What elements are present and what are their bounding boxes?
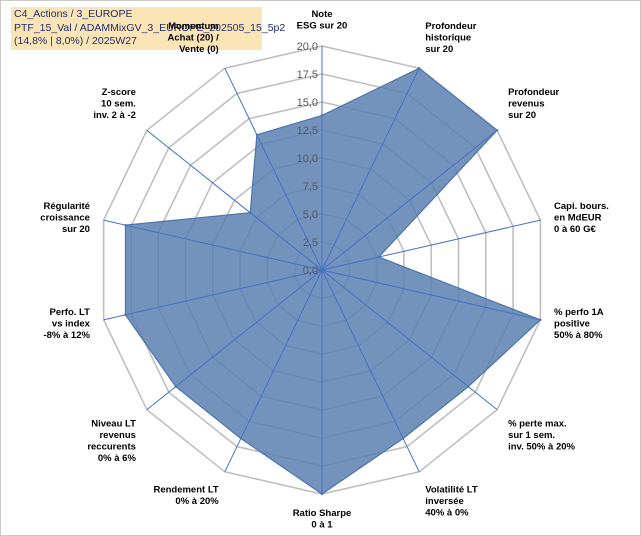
axis-label-line: inversée — [425, 496, 464, 507]
axis-label-line: Rendement LT — [153, 484, 218, 495]
tick-label: 17,5 — [297, 69, 318, 81]
axis-label-line: sur 20 — [508, 110, 536, 121]
data-point — [467, 385, 470, 388]
axis-label: Capi. bours. en MdEUR 0 à 60 G€ — [554, 201, 609, 235]
title-line-2: PTF_15_Val / ADAMMixGV_3_EUROPE_202505_1… — [14, 21, 286, 34]
axis-label-line: 10 sem. — [101, 99, 136, 110]
axis-label-line: inv. 50% à 20% — [508, 441, 575, 452]
axis-label-line: revenus — [99, 430, 135, 441]
axis-label-line: 40% à 0% — [425, 507, 469, 518]
axis-label: Z-score 10 sem. inv. 2 à -2 — [93, 87, 136, 121]
data-point — [124, 313, 127, 317]
tick-label: 5,0 — [303, 209, 318, 221]
data-point — [495, 129, 499, 132]
axis-label-line: 0% à 6% — [98, 453, 137, 464]
axis-label-line: Achat (20) / — [168, 33, 220, 44]
axis-spoke — [103, 219, 323, 271]
axis-label-line: Perfo. LT — [49, 307, 90, 318]
axis-label-line: revenus — [508, 99, 544, 110]
axis-label: Volatilité LT inversée 40% à 0% — [425, 484, 478, 518]
tick-label: 7,5 — [303, 181, 318, 193]
data-point — [124, 223, 127, 227]
axis-label: % perfo 1A positive 50% à 80% — [554, 307, 604, 341]
axis-label-line: historique — [425, 33, 471, 44]
data-point — [320, 114, 324, 117]
axis-label-line: reccurents — [87, 441, 136, 452]
axis-label: Profondeur revenus sur 20 — [508, 87, 559, 121]
axis-label: % perte max. sur 1 sem. inv. 50% à 20% — [508, 418, 575, 452]
chart-title-box: C4_Actions / 3_EUROPE PTF_15_Val / ADAMM… — [11, 7, 286, 50]
axis-spoke — [146, 129, 323, 271]
axis-label-line: ESG sur 20 — [297, 21, 348, 32]
axis-spoke — [321, 129, 498, 271]
data-point — [377, 255, 380, 259]
axis-label-line: en MdEUR — [554, 213, 602, 224]
axis-label: Régularité croissance sur 20 — [40, 201, 90, 235]
axis-label-line: 0 à 60 G€ — [554, 224, 596, 235]
axis-spoke — [321, 219, 541, 271]
axis-label: Perfo. LT vs index -8% à 12% — [43, 307, 90, 341]
axis-label-line: Niveau LT — [91, 418, 136, 429]
axis-label-line: Ratio Sharpe — [293, 508, 352, 519]
axis-label: Rendement LT 0% à 20% — [153, 484, 219, 507]
data-point — [239, 437, 243, 440]
axis-label-line: Profondeur — [425, 21, 476, 32]
axis-label-line: % perfo 1A — [554, 307, 604, 318]
axis-label: Note ESG sur 20 — [297, 9, 348, 32]
axis-label: Momentum Achat (20) / Vente (0) — [168, 21, 220, 55]
axis-label-line: Capi. bours. — [554, 201, 609, 212]
axis-label-line: positive — [554, 318, 590, 329]
axis-label-line: 0 à 1 — [311, 520, 333, 531]
data-point — [248, 211, 252, 214]
tick-label: 20,0 — [297, 41, 318, 53]
title-line-1: C4_Actions / 3_EUROPE — [14, 8, 133, 20]
data-point — [401, 437, 405, 440]
tick-label: 0,0 — [303, 265, 318, 277]
axis-label: Profondeur historique sur 20 — [425, 21, 476, 55]
data-point — [255, 133, 259, 136]
axis-spoke — [321, 67, 420, 271]
axis-label-line: 50% à 80% — [554, 330, 603, 341]
axis-label: Niveau LT revenus reccurents 0% à 6% — [87, 418, 136, 464]
axis-label-line: Profondeur — [508, 87, 559, 98]
axis-label-line: croissance — [40, 213, 90, 224]
axis-label-line: Momentum — [168, 21, 219, 32]
axis-label-line: Z-score — [102, 87, 136, 98]
data-point — [320, 492, 324, 496]
data-point — [539, 318, 542, 322]
axis-label-line: % perte max. — [508, 418, 567, 429]
axis-spoke — [103, 269, 323, 321]
axis-label-line: inv. 2 à -2 — [93, 110, 136, 121]
title-line-3: (14,8% | 8,0%) / 2025W27 — [14, 35, 137, 47]
axis-label-line: sur 1 sem. — [508, 430, 555, 441]
axis-label-line: Vente (0) — [179, 44, 219, 55]
axis-label-line: sur 20 — [62, 224, 90, 235]
axis-spoke — [224, 67, 323, 271]
tick-label: 10,0 — [297, 153, 318, 165]
data-point — [174, 385, 177, 388]
tick-label: 15,0 — [297, 97, 318, 109]
tick-label: 12,5 — [297, 125, 318, 137]
axis-label-line: -8% à 12% — [43, 330, 90, 341]
data-point — [417, 66, 421, 70]
axis-label: Ratio Sharpe 0 à 1 — [293, 508, 352, 531]
axis-label-line: vs index — [52, 318, 91, 329]
tick-label: 2,5 — [303, 237, 318, 249]
axis-label-line: 0% à 20% — [175, 496, 219, 507]
axis-label-line: Régularité — [43, 201, 89, 212]
axis-label-line: sur 20 — [425, 44, 453, 55]
axis-label-line: Note — [311, 9, 332, 20]
axis-label-line: Volatilité LT — [425, 484, 478, 495]
axis-spoke — [321, 269, 541, 321]
